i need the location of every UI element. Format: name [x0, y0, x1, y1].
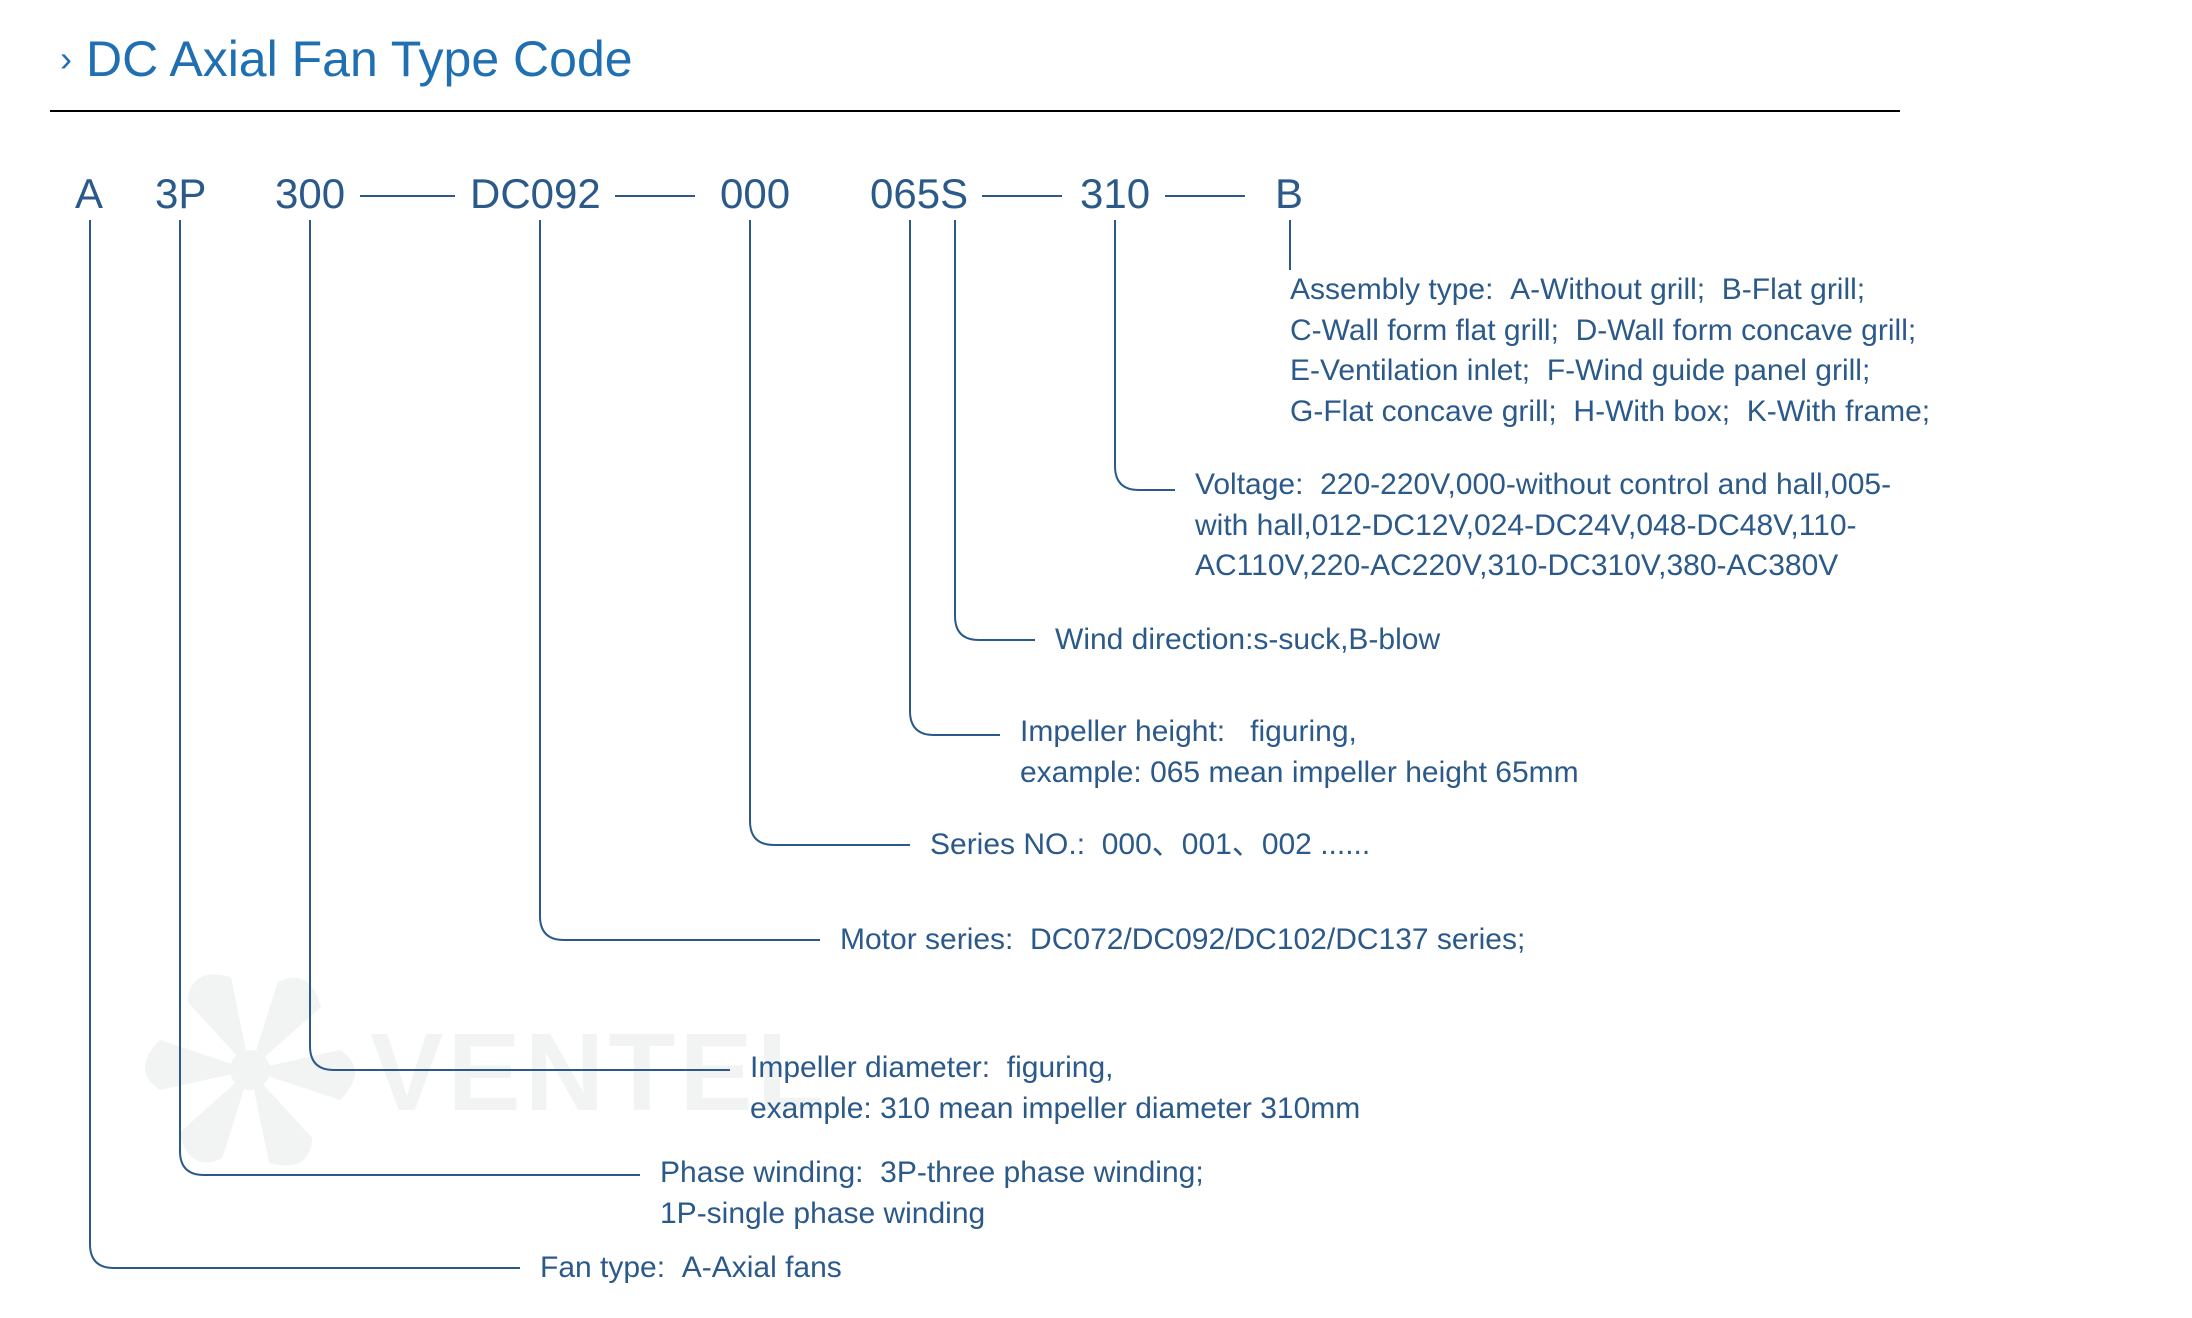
code-segment-seg_b: B [1275, 170, 1303, 218]
callout-wind_dir: Wind direction:s-suck,B-blow [1055, 620, 1440, 661]
page-title: › DC Axial Fan Type Code [60, 30, 633, 88]
code-segment-seg_300: 300 [275, 170, 345, 218]
code-segment-seg_dc092: DC092 [470, 170, 601, 218]
chevron-icon: › [60, 41, 72, 77]
code-segment-seg_065s: 065S [870, 170, 968, 218]
title-text: DC Axial Fan Type Code [86, 30, 633, 88]
callout-impeller_height: Impeller height: figuring,example: 065 m… [1020, 712, 1579, 793]
code-dash [1165, 195, 1245, 197]
code-segment-seg_3p: 3P [155, 170, 206, 218]
callout-motor_series: Motor series: DC072/DC092/DC102/DC137 se… [840, 920, 1525, 961]
code-dash [982, 195, 1062, 197]
title-rule [50, 110, 1900, 112]
callout-impeller_dia: Impeller diameter: figuring,example: 310… [750, 1048, 1360, 1129]
code-segment-seg_310: 310 [1080, 170, 1150, 218]
callout-fan_type: Fan type: A-Axial fans [540, 1248, 842, 1289]
callout-assembly: Assembly type: A-Without grill; B-Flat g… [1290, 270, 1930, 432]
callout-series_no: Series NO.: 000、001、002 ...... [930, 825, 1370, 866]
code-segment-seg_000: 000 [720, 170, 790, 218]
code-dash [615, 195, 695, 197]
code-dash [360, 195, 455, 197]
callout-voltage: Voltage: 220-220V,000-without control an… [1195, 465, 1891, 587]
code-segment-seg_a: A [75, 170, 103, 218]
callout-phase_winding: Phase winding: 3P-three phase winding;1P… [660, 1153, 1204, 1234]
